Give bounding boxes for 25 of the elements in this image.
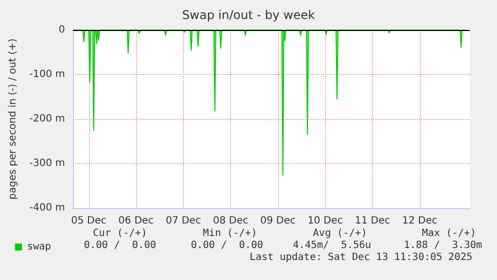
y-tick-label: -200 m — [29, 114, 65, 124]
y-tick-label: -100 m — [29, 69, 65, 80]
x-tick-label: 12 Dec — [402, 216, 438, 226]
text: 0.00 / 0.00 — [84, 240, 156, 252]
text: 1.88 / 3.30m — [404, 240, 482, 252]
x-tick-label: 08 Dec — [212, 216, 248, 226]
text: Cur (-/+) — [92, 228, 148, 240]
text: 0.00 / 0.00 — [190, 240, 264, 252]
chart-title: Swap in/out - by week — [182, 8, 315, 22]
x-tick-label: 06 Dec — [118, 216, 154, 226]
y-axis-title: pages per second in (-) / out (+) — [8, 38, 18, 200]
y-tick-label: -300 m — [29, 158, 65, 169]
x-tick-label: 09 Dec — [260, 216, 296, 226]
text: Last update: Sat Dec 13 11:30:05 2025 — [250, 252, 472, 264]
y-tick-label: 0 — [58, 24, 65, 36]
text: Min (-/+) — [202, 228, 258, 240]
x-tick-label: 10 Dec — [308, 216, 343, 226]
x-tick-label: 07 Dec — [166, 216, 201, 226]
text: Avg (-/+) — [312, 228, 368, 240]
x-tick-label: 11 Dec — [354, 216, 390, 226]
x-tick-label: 05 Dec — [71, 216, 106, 226]
legend-label: swap — [27, 242, 52, 252]
text: 4.45m/ 5.56u — [292, 240, 372, 252]
y-tick-label: -400 m — [29, 202, 65, 214]
text: Max (-/+) — [422, 228, 476, 240]
